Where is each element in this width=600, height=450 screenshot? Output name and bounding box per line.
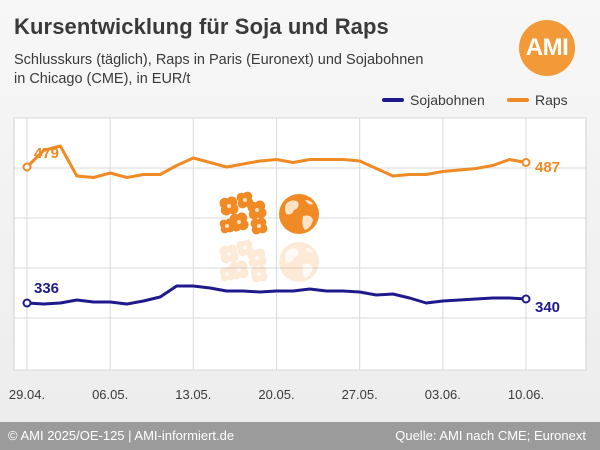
soja-end-label: 340 bbox=[535, 299, 560, 316]
x-tick-label: 20.05. bbox=[258, 387, 294, 402]
soja-line bbox=[25, 284, 528, 306]
legend-swatch-raps bbox=[507, 98, 529, 102]
soja-start-label: 336 bbox=[34, 280, 59, 297]
raps-line bbox=[25, 144, 528, 179]
flower-icon bbox=[219, 191, 268, 235]
subtitle-line-1: Schlusskurs (täglich), Raps in Paris (Eu… bbox=[14, 52, 424, 68]
legend: Sojabohnen Raps bbox=[0, 92, 600, 109]
x-tick-label: 06.05. bbox=[92, 387, 128, 402]
x-tick-label: 10.06. bbox=[508, 387, 544, 402]
x-tick-label: 27.05. bbox=[342, 387, 378, 402]
x-tick-label: 13.05. bbox=[175, 387, 211, 402]
chart-subtitle: Schlusskurs (täglich), Raps in Paris (Eu… bbox=[14, 51, 434, 89]
legend-label-sojabohnen: Sojabohnen bbox=[410, 92, 485, 108]
x-tick-label: 03.06. bbox=[425, 387, 461, 402]
x-tick-label: 29.04. bbox=[9, 387, 45, 402]
raps-line-start-point bbox=[22, 162, 32, 172]
footer-copyright: © AMI 2025/OE-125 | AMI-informiert.de bbox=[8, 428, 235, 443]
footer-source: Quelle: AMI nach CME; Euronext bbox=[395, 428, 586, 443]
subtitle-line-2: in Chicago (CME), in EUR/t bbox=[14, 71, 191, 87]
soja-line-start-point bbox=[22, 298, 32, 308]
raps-end-label: 487 bbox=[535, 159, 560, 176]
ami-logo: AMI bbox=[519, 20, 575, 76]
raps-line-end-point bbox=[521, 158, 531, 167]
footer-bar: © AMI 2025/OE-125 | AMI-informiert.de Qu… bbox=[0, 422, 600, 450]
legend-swatch-sojabohnen bbox=[382, 98, 404, 102]
flower-reflection bbox=[219, 239, 268, 283]
legend-label-raps: Raps bbox=[535, 92, 568, 108]
globe-reflection bbox=[279, 242, 319, 282]
soja-line-end-point bbox=[521, 294, 531, 304]
chart-title: Kursentwicklung für Soja und Raps bbox=[14, 14, 389, 39]
raps-start-label: 479 bbox=[34, 145, 59, 162]
globe-icon bbox=[279, 194, 319, 234]
